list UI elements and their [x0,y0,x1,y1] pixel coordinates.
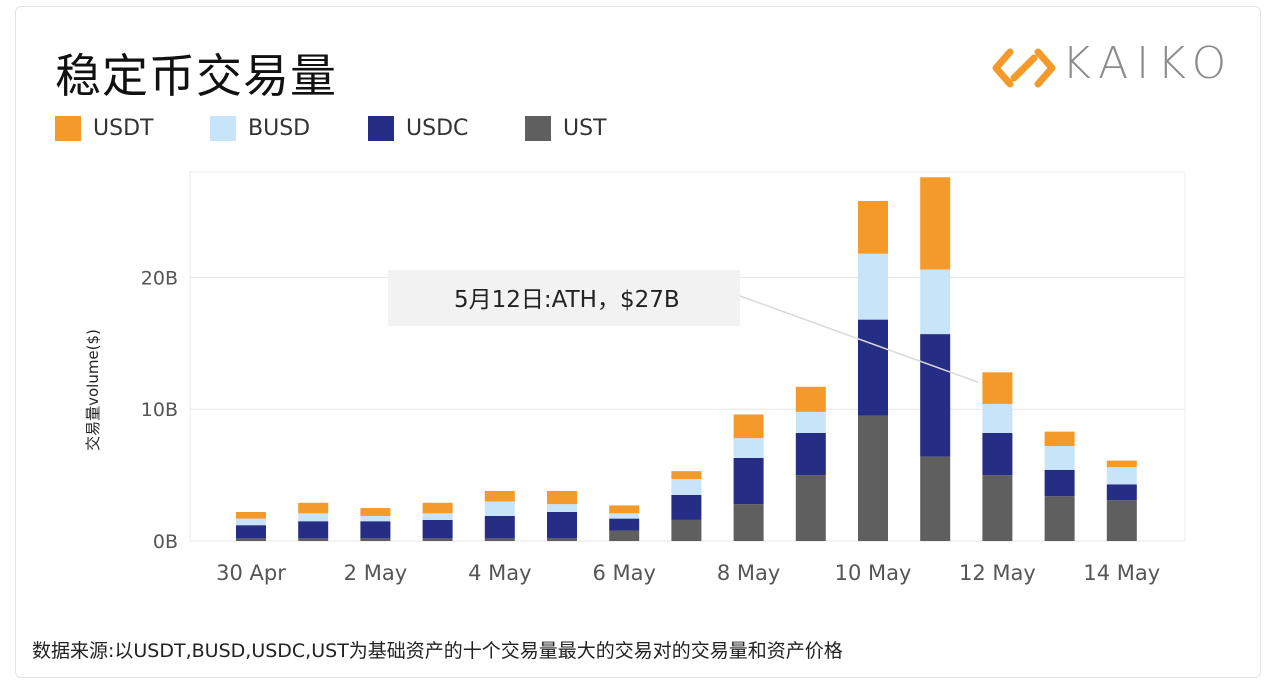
x-tick-label: 14 May [1083,561,1160,585]
bar-segment-ust [982,475,1013,541]
bar-segment-usdt [236,512,266,519]
legend-label-usdt: USDT [93,116,154,141]
bar-segment-usdt [733,414,764,439]
annotation-leader-line [739,295,979,384]
bar-segment-usdt [1044,431,1075,447]
bar-segment-usdt [360,508,391,516]
bar-segment-busd [422,513,453,520]
bar-segment-usdt [671,471,702,480]
bar-segment-usdc [1106,484,1137,501]
bar-segment-busd [1044,446,1075,470]
bar-segment-usdc [422,519,453,539]
x-tick-label: 12 May [959,561,1036,585]
x-tick-label: 10 May [835,561,912,585]
x-tick-label: 4 May [468,561,531,585]
legend-label-usdc: USDC [406,116,469,141]
annotation-box [388,270,740,326]
bar-segment-ust [236,538,266,541]
bar-segment-usdc [733,457,764,505]
y-tick-label: 0B [153,531,178,553]
bar-segment-ust [547,538,577,541]
page-title: 稳定币交易量 [55,49,337,103]
bar-segment-busd [982,403,1013,433]
bar-segment-usdc [1044,469,1075,497]
bar-segment-ust [360,538,391,541]
bar-segment-ust [422,538,453,541]
bar-segment-ust [298,538,329,541]
source-note: 数据来源:以USDT,BUSD,USDC,UST为基础资产的十个交易量最大的交易… [32,640,843,662]
y-tick-label: 10B [141,399,178,421]
bar-segment-ust [609,530,640,541]
bar-segment-usdc [298,521,329,539]
bar-segment-usdt [982,372,1013,404]
chart-legend: USDT BUSD USDC UST [55,114,755,144]
annotation-label: 5月12日:ATH，$27B [454,287,680,313]
bar-segment-busd [920,269,951,335]
legend-swatch-busd [210,116,236,141]
kaiko-chevron-icon [992,48,1056,88]
bar-segment-usdt [858,200,888,254]
bar-segment-usdc [547,512,577,539]
legend-swatch-ust [525,116,551,141]
bar-segment-busd [671,479,702,495]
bar-segment-usdc [360,521,391,539]
bar-segment-busd [795,411,826,433]
bar-segment-busd [360,515,391,522]
bar-segment-usdc [982,432,1013,476]
bar-segment-ust [671,519,702,541]
bar-segment-usdt [547,490,577,505]
bar-segment-ust [1044,496,1075,541]
bar-segment-busd [733,438,764,458]
bar-segment-ust [1106,500,1137,541]
x-tick-label: 2 May [344,561,407,585]
bar-segment-ust [795,475,826,541]
legend-item-ust: UST [525,114,675,144]
bar-segment-usdc [609,518,640,531]
x-tick-label: 8 May [717,561,780,585]
bar-segment-busd [236,518,266,526]
bar-segment-ust [484,538,515,541]
x-tick-label: 6 May [592,561,655,585]
bar-segment-usdc [920,334,951,457]
bar-segment-busd [484,501,515,516]
bar-segment-usdt [484,490,515,502]
bar-segment-busd [298,513,329,522]
x-tick-label: 30 Apr [216,561,286,585]
legend-item-usdc: USDC [368,114,518,144]
bar-segment-usdc [795,432,826,476]
bar-segment-usdc [484,515,515,539]
bar-segment-busd [858,253,888,320]
bar-segment-usdt [1106,460,1137,468]
bar-segment-usdt [795,386,826,412]
y-axis-title: 交易量volume($) [84,329,102,451]
bar-segment-usdt [920,177,951,270]
logo-text: KAIKO [1062,38,1235,89]
legend-item-busd: BUSD [210,114,360,144]
bar-segment-ust [858,415,888,541]
legend-swatch-usdt [55,116,81,141]
legend-label-ust: UST [563,116,607,141]
legend-swatch-usdc [368,116,394,141]
bar-segment-usdt [298,502,329,514]
bar-segment-ust [920,456,951,541]
y-tick-label: 20B [141,267,178,289]
kaiko-logo: KAIKO [990,38,1240,98]
bar-segment-usdc [858,319,888,416]
bar-segment-usdt [609,505,640,514]
bar-segment-busd [547,504,577,513]
legend-label-busd: BUSD [248,116,311,141]
bar-segment-busd [1106,467,1137,485]
bar-segment-usdt [422,502,453,514]
bar-segment-ust [733,504,764,541]
legend-item-usdt: USDT [55,114,205,144]
bar-segment-busd [609,513,640,519]
bar-segment-usdc [671,494,702,520]
bar-segment-usdc [236,525,266,539]
